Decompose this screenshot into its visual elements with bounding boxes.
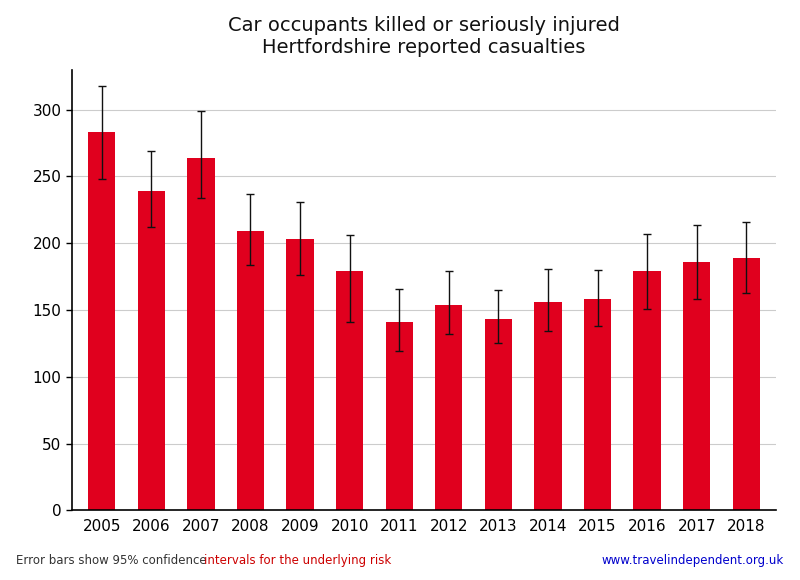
Bar [435,304,462,510]
Bar [88,132,115,510]
Text: Error bars show 95% confidence: Error bars show 95% confidence [16,554,210,567]
Bar [336,271,363,510]
Text: www.travelindependent.org.uk: www.travelindependent.org.uk [602,554,784,567]
Bar [733,258,760,510]
Text: intervals for the underlying risk: intervals for the underlying risk [204,554,391,567]
Title: Car occupants killed or seriously injured
Hertfordshire reported casualties: Car occupants killed or seriously injure… [228,16,620,57]
Bar [286,239,314,510]
Bar [683,262,710,510]
Bar [237,231,264,510]
Bar [187,158,214,510]
Bar [634,271,661,510]
Bar [138,191,165,510]
Bar [584,299,611,510]
Bar [485,320,512,510]
Bar [386,322,413,510]
Bar [534,302,562,510]
